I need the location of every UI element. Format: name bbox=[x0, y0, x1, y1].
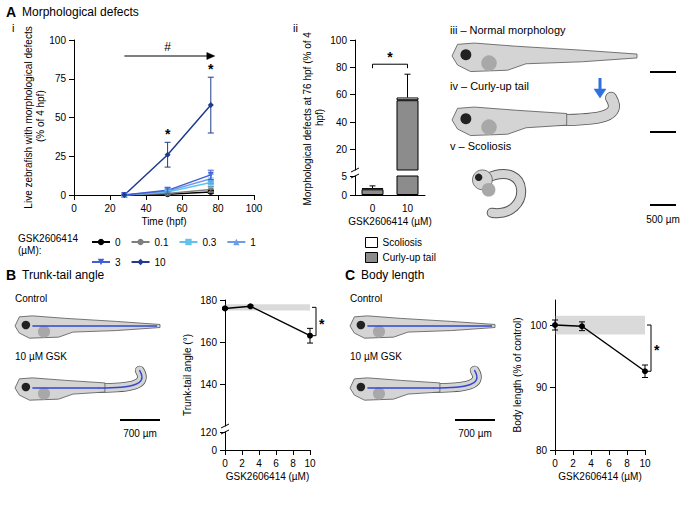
svg-text:0: 0 bbox=[115, 237, 121, 248]
svg-text:0: 0 bbox=[222, 458, 228, 469]
svg-text:C: C bbox=[345, 267, 355, 283]
svg-text:700 µm: 700 µm bbox=[458, 428, 492, 439]
svg-text:Trunk-tail angle: Trunk-tail angle bbox=[22, 268, 105, 282]
svg-text:0: 0 bbox=[211, 445, 217, 456]
svg-text:0: 0 bbox=[370, 203, 376, 214]
svg-text:100: 100 bbox=[530, 320, 547, 331]
svg-text:B: B bbox=[6, 267, 16, 283]
svg-text:40: 40 bbox=[140, 203, 152, 214]
svg-text:GSK2606414 (µM): GSK2606414 (µM) bbox=[226, 471, 310, 482]
svg-text:0: 0 bbox=[71, 203, 77, 214]
svg-text:*: * bbox=[319, 316, 325, 332]
svg-text:Curly-up tail: Curly-up tail bbox=[383, 252, 436, 263]
svg-text:160: 160 bbox=[200, 337, 217, 348]
svg-text:v – Scoliosis: v – Scoliosis bbox=[450, 140, 512, 152]
svg-text:Live zebrafish with morphologi: Live zebrafish with morphological defect… bbox=[23, 26, 34, 208]
svg-text:50: 50 bbox=[55, 112, 67, 123]
svg-text:2: 2 bbox=[570, 458, 576, 469]
svg-text:0: 0 bbox=[60, 190, 66, 201]
svg-text:10: 10 bbox=[155, 257, 167, 268]
svg-text:0.1: 0.1 bbox=[155, 237, 169, 248]
svg-text:Trunk-tail angle (°): Trunk-tail angle (°) bbox=[182, 334, 193, 416]
svg-text:20: 20 bbox=[104, 203, 116, 214]
svg-text:Body length (% of control): Body length (% of control) bbox=[512, 317, 523, 432]
svg-text:10 µM GSK: 10 µM GSK bbox=[15, 351, 67, 362]
svg-text:ii: ii bbox=[293, 22, 298, 34]
svg-text:6: 6 bbox=[606, 458, 612, 469]
svg-text:6: 6 bbox=[273, 458, 279, 469]
svg-text:0.3: 0.3 bbox=[202, 237, 216, 248]
svg-text:40: 40 bbox=[336, 117, 348, 128]
svg-text:4: 4 bbox=[256, 458, 262, 469]
svg-text:5: 5 bbox=[341, 171, 347, 182]
svg-text:#: # bbox=[164, 40, 171, 54]
svg-text:10: 10 bbox=[402, 203, 414, 214]
svg-text:GSK2606414: GSK2606414 bbox=[18, 233, 81, 244]
svg-text:*: * bbox=[208, 61, 214, 77]
svg-text:100: 100 bbox=[246, 203, 263, 214]
svg-text:Time (hpf): Time (hpf) bbox=[141, 216, 186, 227]
svg-text:*: * bbox=[387, 49, 393, 65]
svg-text:60: 60 bbox=[176, 203, 188, 214]
svg-text:(µM):: (µM): bbox=[18, 245, 42, 256]
svg-text:10: 10 bbox=[639, 458, 651, 469]
svg-text:i: i bbox=[12, 22, 14, 34]
svg-text:25: 25 bbox=[55, 151, 67, 162]
svg-text:8: 8 bbox=[290, 458, 296, 469]
svg-text:4: 4 bbox=[588, 458, 594, 469]
svg-text:80: 80 bbox=[212, 203, 224, 214]
svg-text:hpf): hpf) bbox=[314, 109, 325, 126]
svg-text:Morphological defects at 76 hp: Morphological defects at 76 hpf (% of 4 bbox=[302, 29, 313, 205]
svg-text:Body length: Body length bbox=[361, 268, 424, 282]
svg-text:iv – Curly-up tail: iv – Curly-up tail bbox=[450, 80, 529, 92]
svg-text:120: 120 bbox=[200, 427, 217, 438]
svg-text:10 µM GSK: 10 µM GSK bbox=[350, 351, 402, 362]
svg-text:*: * bbox=[165, 126, 171, 142]
svg-text:0: 0 bbox=[341, 190, 347, 201]
svg-text:100: 100 bbox=[330, 35, 347, 46]
svg-text:Scoliosis: Scoliosis bbox=[383, 237, 422, 248]
svg-text:500 µm: 500 µm bbox=[646, 214, 680, 225]
svg-text:100: 100 bbox=[49, 35, 66, 46]
svg-text:0: 0 bbox=[552, 458, 558, 469]
svg-text:GSK2606414 (µM): GSK2606414 (µM) bbox=[558, 471, 642, 482]
svg-text:60: 60 bbox=[336, 89, 348, 100]
svg-text:140: 140 bbox=[200, 379, 217, 390]
svg-text:80: 80 bbox=[536, 445, 548, 456]
svg-text:(% of 4 hpf): (% of 4 hpf) bbox=[35, 90, 46, 144]
svg-text:20: 20 bbox=[336, 144, 348, 155]
svg-text:GSK2606414 (µM): GSK2606414 (µM) bbox=[348, 216, 432, 227]
svg-text:180: 180 bbox=[200, 295, 217, 306]
svg-text:75: 75 bbox=[55, 73, 67, 84]
svg-text:*: * bbox=[654, 342, 660, 358]
svg-text:80: 80 bbox=[336, 62, 348, 73]
svg-text:2: 2 bbox=[239, 458, 245, 469]
svg-text:Morphological defects: Morphological defects bbox=[22, 5, 139, 19]
svg-text:90: 90 bbox=[536, 382, 548, 393]
svg-text:A: A bbox=[6, 4, 16, 20]
svg-text:10: 10 bbox=[304, 458, 316, 469]
svg-text:Control: Control bbox=[350, 293, 382, 304]
svg-text:700 µm: 700 µm bbox=[123, 428, 157, 439]
svg-text:8: 8 bbox=[624, 458, 630, 469]
svg-text:3: 3 bbox=[115, 257, 121, 268]
svg-text:Control: Control bbox=[15, 293, 47, 304]
svg-text:1: 1 bbox=[250, 237, 256, 248]
svg-text:iii – Normal morphology: iii – Normal morphology bbox=[450, 24, 566, 36]
